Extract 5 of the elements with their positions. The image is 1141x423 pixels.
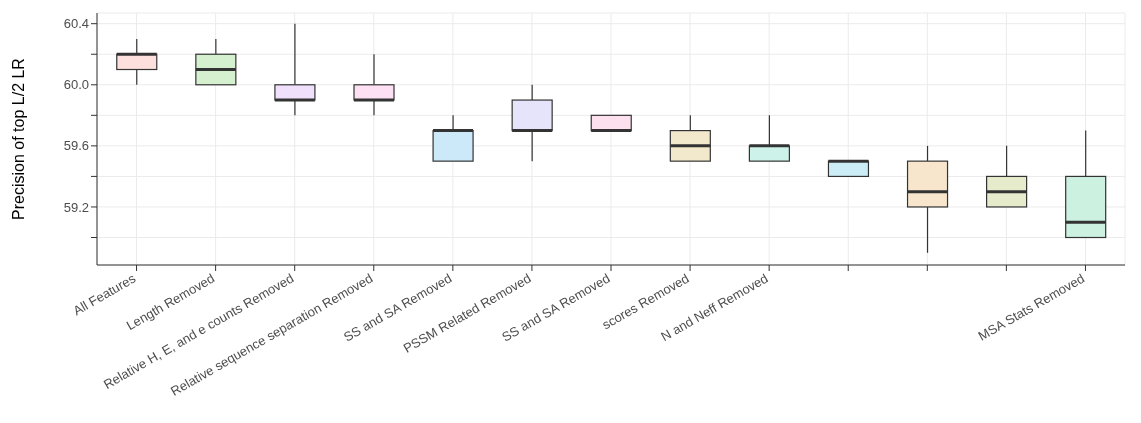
y-tick-label: 59.6 [63, 138, 89, 154]
y-tick-label: 60.4 [63, 16, 89, 32]
y-tick-label: 59.2 [63, 199, 89, 215]
y-axis-title: Precision of top L/2 LR [9, 58, 27, 220]
y-tick-label: 60.0 [63, 77, 89, 93]
